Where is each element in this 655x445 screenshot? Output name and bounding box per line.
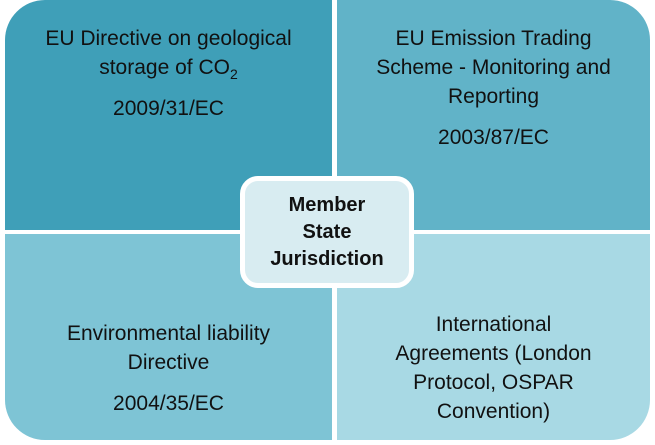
directive-code: 2003/87/EC [438,126,549,149]
title-text: EU Directive on geological storage of [45,27,292,79]
center-box: Member State Jurisdiction [240,176,414,288]
formula: CO [198,56,230,79]
directive-code: 2004/35/EC [113,392,224,415]
quadrant-title: EU Emission Trading Scheme - Monitoring … [376,27,611,108]
quadrant: EU Emission Trading Scheme - Monitoring … [337,0,650,230]
quadrant-title: EU Directive on geological storage of CO… [44,24,294,82]
center-label: Member State Jurisdiction [270,193,384,270]
formula-subscript: 2 [229,66,238,83]
quadrant: International Agreements (London Protoco… [337,234,650,440]
quadrant-title: International Agreements (London Protoco… [395,313,592,423]
quadrant: EU Directive on geological storage of CO… [5,0,332,230]
directive-code: 2009/31/EC [113,97,224,120]
quadrant-title: Environmental liability Directive [66,322,271,374]
